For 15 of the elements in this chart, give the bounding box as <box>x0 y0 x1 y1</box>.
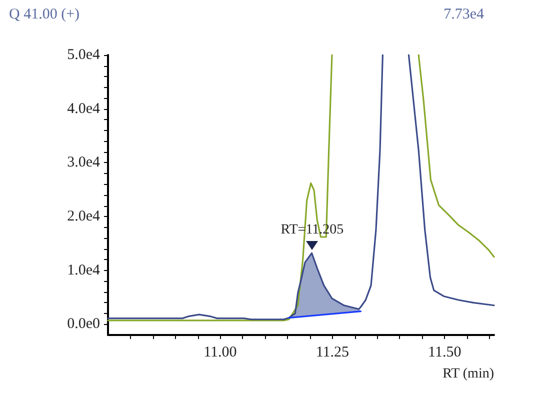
line-series <box>418 54 495 258</box>
x-axis-title: RT (min) <box>442 366 494 382</box>
chart-subtitle: 7.73e4 <box>444 6 484 22</box>
y-tick-label: 2.0e4 <box>67 208 100 225</box>
y-tick-label: 1.0e4 <box>67 262 100 278</box>
x-tick-label: 11.50 <box>428 344 462 360</box>
line-series <box>408 54 495 306</box>
chart-title: Q 41.00 (+) <box>9 6 80 22</box>
x-tick-label: 11.25 <box>316 344 350 360</box>
x-tick-label: 11.00 <box>204 344 237 360</box>
y-tick-label: 0.0e0 <box>67 316 100 332</box>
y-tick-label: 4.0e4 <box>67 100 100 117</box>
y-tick-label: 5.0e4 <box>67 47 100 63</box>
line-series <box>107 54 384 320</box>
y-tick-label: 3.0e4 <box>67 154 100 171</box>
